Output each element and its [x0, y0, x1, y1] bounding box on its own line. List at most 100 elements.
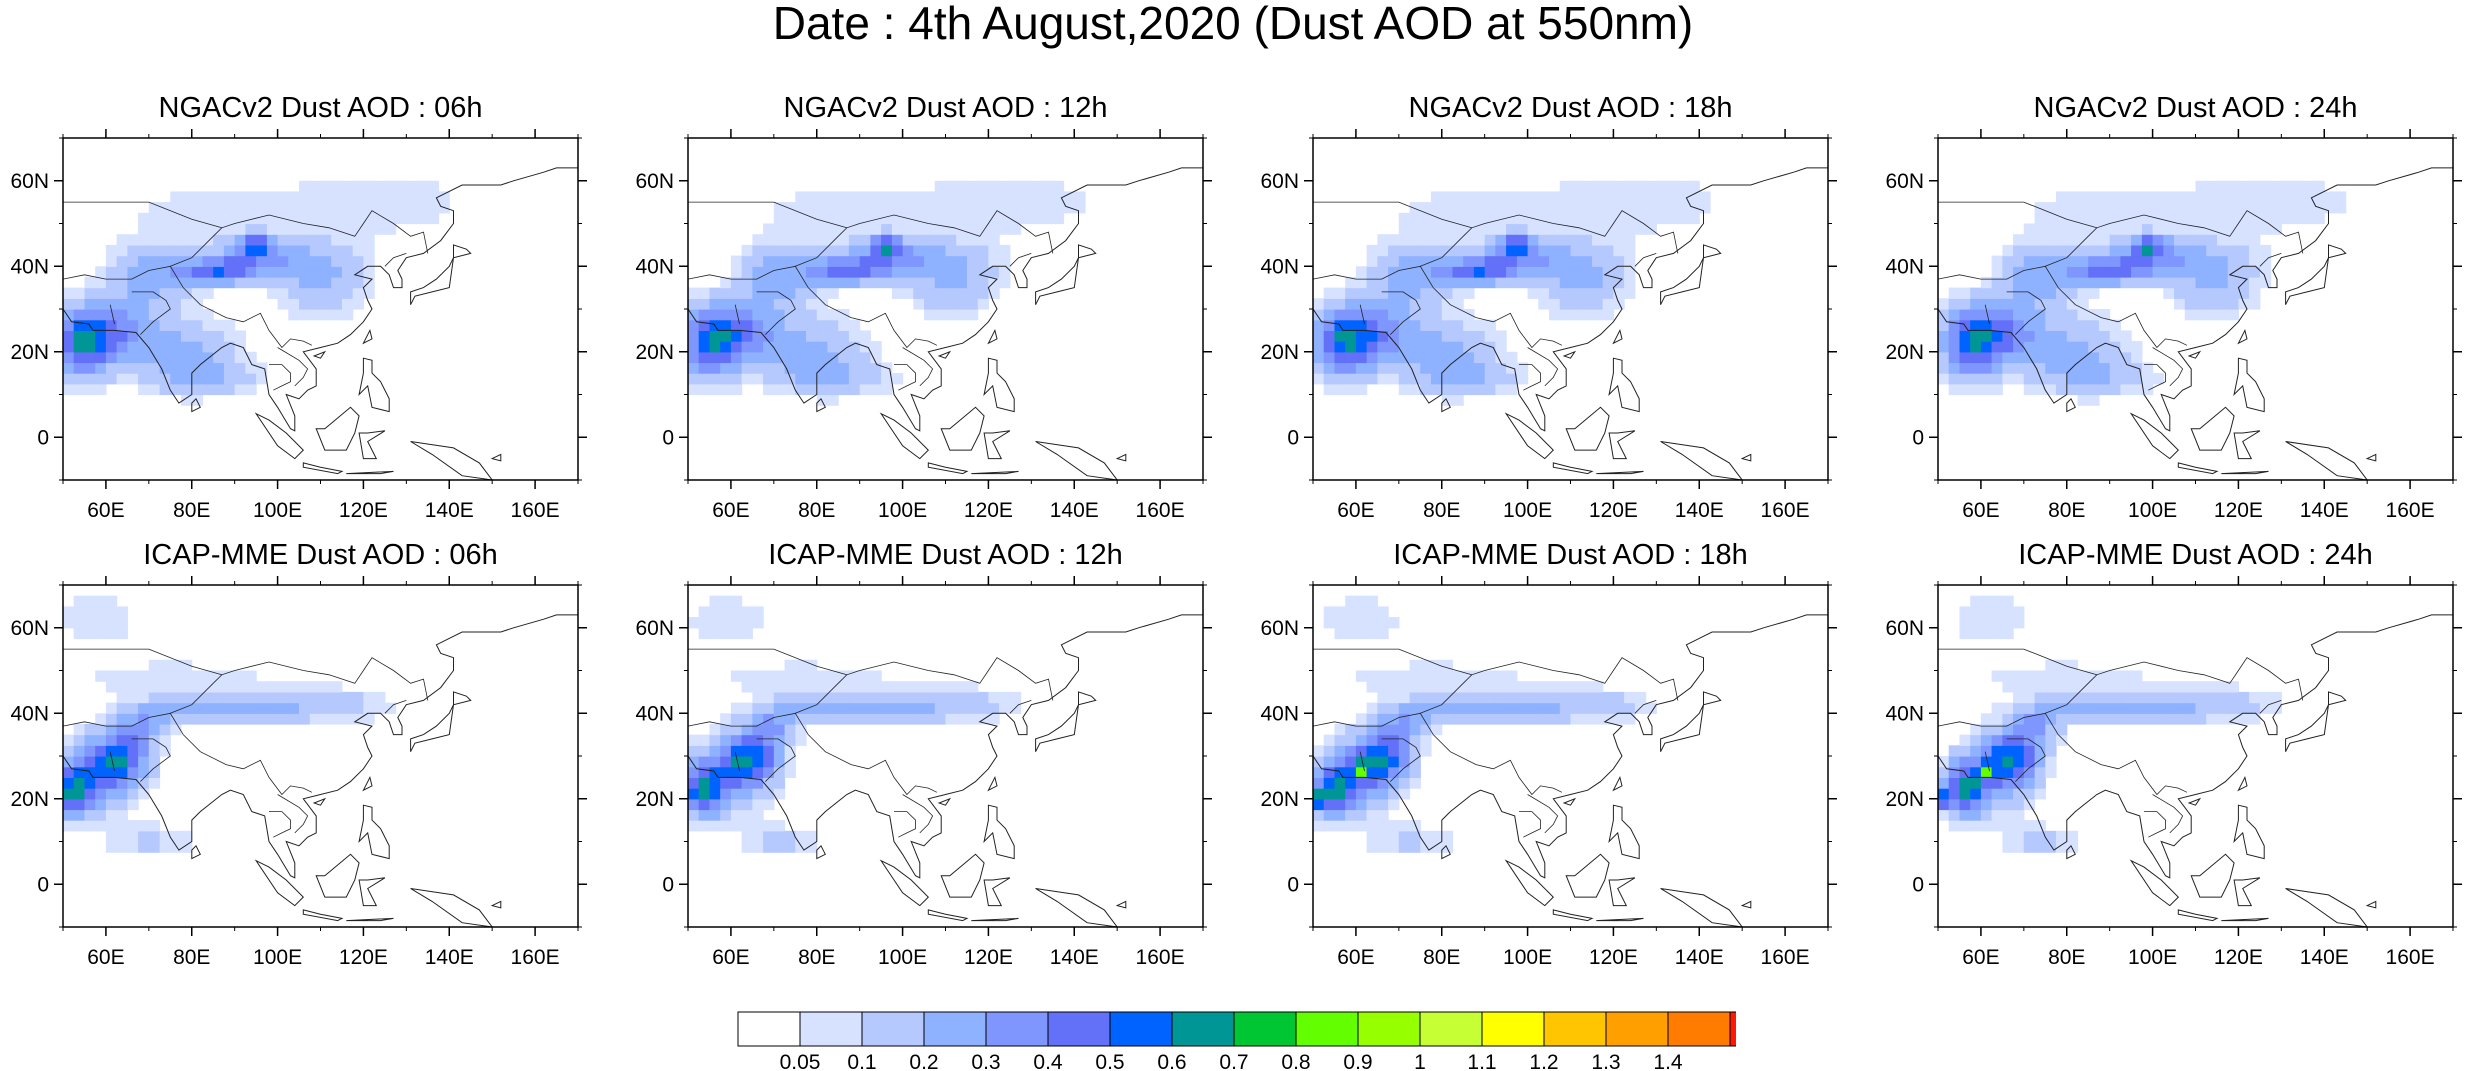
panel-title: ICAP-MME Dust AOD : 12h	[768, 539, 1123, 571]
colorbar-label: 1.1	[1467, 1051, 1496, 1071]
lon-tick-label: 60E	[87, 499, 124, 522]
lat-tick-label: 20N	[10, 341, 49, 364]
lat-tick-label: 40N	[1885, 255, 1924, 278]
colorbar-swatch	[1047, 1011, 1111, 1047]
colorbar-swatch	[1481, 1011, 1545, 1047]
aod-field	[1938, 595, 2282, 853]
panel-title: NGACv2 Dust AOD : 06h	[158, 92, 483, 124]
lat-tick-label: 40N	[10, 255, 49, 278]
lon-tick-label: 140E	[2300, 499, 2349, 522]
colorbar-swatch	[1543, 1011, 1607, 1047]
lon-tick-label: 80E	[2048, 946, 2085, 969]
lat-tick-label: 0	[662, 873, 674, 896]
colorbar-label: 1.4	[1653, 1051, 1683, 1071]
coastlines	[1938, 614, 2453, 927]
aod-field	[1313, 595, 1657, 853]
lat-tick-label: 60N	[1885, 170, 1924, 193]
lon-tick-label: 60E	[87, 946, 124, 969]
colorbar-label: 0.4	[1033, 1051, 1063, 1071]
lon-tick-label: 140E	[2300, 946, 2349, 969]
lon-tick-label: 80E	[173, 499, 210, 522]
aod-field	[688, 180, 1086, 406]
lon-tick-label: 140E	[1050, 499, 1099, 522]
dust-aod-map: 60N 40N 20N 0 60E 80E 100E 120E 140E 160E	[10, 129, 587, 522]
lon-tick-label: 160E	[1761, 946, 1810, 969]
aod-field	[63, 180, 450, 406]
lat-tick-label: 20N	[635, 788, 674, 811]
lon-tick-label: 120E	[339, 499, 388, 522]
lat-tick-label: 0	[1287, 873, 1299, 896]
lat-tick-label: 20N	[635, 341, 674, 364]
panel-title: ICAP-MME Dust AOD : 18h	[1393, 539, 1748, 571]
lat-tick-label: 20N	[1885, 788, 1924, 811]
coastlines	[1938, 167, 2453, 480]
lon-tick-label: 120E	[339, 946, 388, 969]
colorbar-label: 0.2	[909, 1051, 938, 1071]
figure-title: Date : 4th August,2020 (Dust AOD at 550n…	[772, 0, 1694, 49]
lon-tick-label: 100E	[1503, 499, 1552, 522]
aod-field	[688, 595, 1022, 853]
lon-tick-label: 120E	[1589, 499, 1638, 522]
dust-aod-map: 60N 40N 20N 0 60E 80E 100E 120E 140E 160E	[635, 129, 1212, 522]
lon-tick-label: 100E	[253, 499, 302, 522]
lon-tick-label: 60E	[712, 499, 749, 522]
dust-aod-map: 60N 40N 20N 0 60E 80E 100E 120E 140E 160E	[635, 576, 1212, 969]
aod-field	[1313, 180, 1711, 406]
lon-tick-label: 140E	[425, 946, 474, 969]
lon-tick-label: 60E	[1962, 499, 1999, 522]
lon-tick-label: 120E	[2214, 946, 2263, 969]
lat-tick-label: 60N	[10, 170, 49, 193]
lat-tick-label: 20N	[1260, 788, 1299, 811]
colorbar-label: 1.3	[1591, 1051, 1620, 1071]
lat-tick-label: 0	[37, 873, 49, 896]
lon-tick-label: 80E	[1423, 946, 1460, 969]
colorbar-label: 0.5	[1095, 1051, 1124, 1071]
colorbar-swatch	[1233, 1011, 1297, 1047]
panel-title: ICAP-MME Dust AOD : 24h	[2018, 539, 2373, 571]
lat-tick-label: 0	[1912, 426, 1924, 449]
colorbar-label: 0.6	[1157, 1051, 1186, 1071]
lon-tick-label: 60E	[1962, 946, 1999, 969]
colorbar-label: 1	[1414, 1051, 1426, 1071]
lat-tick-label: 60N	[1260, 170, 1299, 193]
lon-tick-label: 160E	[1136, 499, 1185, 522]
lon-tick-label: 80E	[798, 499, 835, 522]
coastlines	[1313, 167, 1828, 480]
colorbar-swatch	[1357, 1011, 1421, 1047]
colorbar-swatch	[1605, 1011, 1669, 1047]
colorbar-label: 0.8	[1281, 1051, 1310, 1071]
coastlines	[688, 167, 1203, 480]
colorbar-swatch	[985, 1011, 1049, 1047]
coastlines	[63, 614, 578, 927]
lon-tick-label: 140E	[1675, 499, 1724, 522]
lon-tick-label: 120E	[1589, 946, 1638, 969]
lat-tick-label: 20N	[10, 788, 49, 811]
lat-tick-label: 40N	[10, 702, 49, 725]
lat-tick-label: 20N	[1260, 341, 1299, 364]
lat-tick-label: 60N	[635, 170, 674, 193]
lat-tick-label: 40N	[1885, 702, 1924, 725]
lon-tick-label: 60E	[1337, 499, 1374, 522]
lat-tick-label: 40N	[635, 255, 674, 278]
panel-title: NGACv2 Dust AOD : 24h	[2033, 92, 2358, 124]
lat-tick-label: 60N	[635, 617, 674, 640]
lon-tick-label: 80E	[2048, 499, 2085, 522]
lon-tick-label: 160E	[1136, 946, 1185, 969]
lat-tick-label: 40N	[1260, 702, 1299, 725]
lon-tick-label: 120E	[964, 946, 1013, 969]
colorbar-label: 0.7	[1219, 1051, 1248, 1071]
colorbar-swatch	[799, 1011, 863, 1047]
lon-tick-label: 160E	[511, 499, 560, 522]
lon-tick-label: 100E	[878, 946, 927, 969]
lon-tick-label: 160E	[511, 946, 560, 969]
lat-tick-label: 0	[1287, 426, 1299, 449]
lon-tick-label: 100E	[1503, 946, 1552, 969]
aod-field	[1938, 180, 2347, 406]
lon-tick-label: 80E	[173, 946, 210, 969]
colorbar-label: 0.05	[780, 1051, 821, 1071]
lon-tick-label: 100E	[2128, 946, 2177, 969]
colorbar-swatch	[737, 1011, 801, 1047]
lon-tick-label: 160E	[2386, 499, 2435, 522]
lat-tick-label: 0	[1912, 873, 1924, 896]
lon-tick-label: 120E	[2214, 499, 2263, 522]
